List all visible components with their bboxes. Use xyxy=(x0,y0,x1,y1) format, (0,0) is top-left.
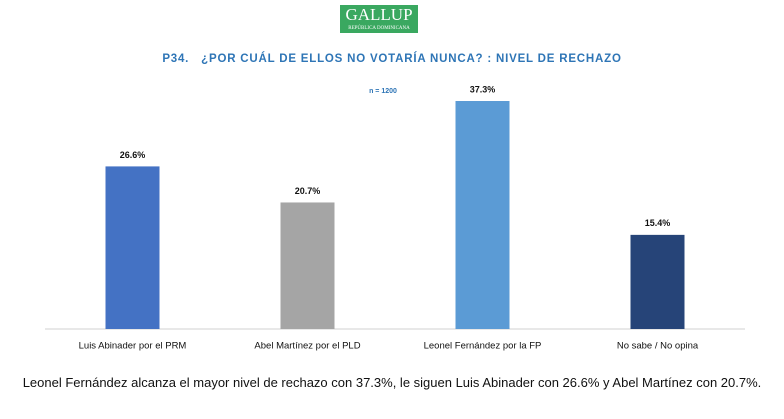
bar xyxy=(455,101,510,329)
annotation: n = 1200 xyxy=(369,88,397,95)
x-tick-label: Leonel Fernández por la FP xyxy=(424,341,542,352)
x-tick-label: No sabe / No opina xyxy=(617,341,699,352)
value-label: 20.7% xyxy=(295,186,321,196)
bar xyxy=(630,234,685,329)
logo: GALLUP xyxy=(345,5,412,24)
caption: Leonel Fernández alcanza el mayor nivel … xyxy=(22,375,762,390)
chart: GALLUP REPÚBLICA DOMINICANA P34. ¿POR CU… xyxy=(45,5,745,352)
x-tick-label: Luis Abinader por el PRM xyxy=(79,341,187,352)
chart-title: P34. ¿POR CUÁL DE ELLOS NO VOTARÍA NUNCA… xyxy=(162,52,621,65)
x-tick-label: Abel Martínez por el PLD xyxy=(254,341,360,352)
value-label: 15.4% xyxy=(645,218,671,228)
bar xyxy=(280,202,335,329)
logo-box xyxy=(340,5,418,33)
value-label: 26.6% xyxy=(120,150,146,160)
bar xyxy=(105,166,160,329)
value-label: 37.3% xyxy=(470,84,496,94)
logo-subtitle: REPÚBLICA DOMINICANA xyxy=(348,25,410,31)
